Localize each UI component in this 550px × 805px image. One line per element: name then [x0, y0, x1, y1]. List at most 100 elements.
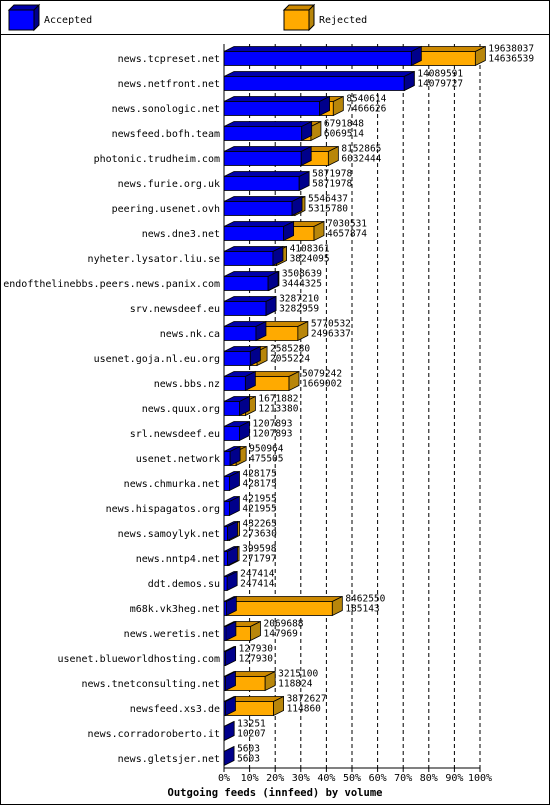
accepted-value-label: 7466626 [346, 104, 386, 115]
category-label: news.bbs.nz [154, 379, 220, 390]
x-tick-label: 70% [394, 773, 412, 784]
accepted-value-label: 271797 [242, 554, 276, 565]
bar-accepted [223, 51, 412, 66]
x-tick-label: 10% [241, 773, 259, 784]
category-label: usenet.goja.nl.eu.org [94, 354, 220, 365]
bar-accepted-side [255, 320, 267, 342]
x-tick-label: 90% [445, 773, 463, 784]
legend-rejected-swatch-side [308, 3, 315, 32]
category-label: news.tcpreset.net [118, 54, 220, 65]
category-label: newsfeed.xs3.de [130, 704, 220, 715]
legend-accepted-label: Accepted [44, 15, 92, 26]
bar-rejected-side [288, 370, 300, 392]
bar-accepted [223, 251, 274, 266]
bar-accepted-side [225, 645, 237, 667]
bar-rejected-side [313, 220, 325, 242]
legend-rejected: Rejected [282, 3, 367, 32]
bar-accepted [223, 126, 303, 141]
accepted-value-label: 3824095 [290, 254, 330, 265]
bar-accepted [223, 151, 302, 166]
total-value-label: 247414 [240, 569, 275, 580]
bar-accepted-top [223, 221, 294, 227]
bar-rejected-side [332, 95, 344, 117]
category-label: news.corradoroberto.it [88, 729, 220, 740]
category-label: news.nntp4.net [136, 554, 220, 565]
bar-rejected-side [273, 695, 284, 717]
bar-accepted-side [403, 70, 415, 92]
total-value-label: 3872627 [287, 694, 327, 705]
x-tick-label: 0% [218, 773, 230, 784]
bar-accepted [223, 551, 228, 566]
x-tick-label: 50% [343, 773, 361, 784]
bar-accepted-top [223, 196, 303, 202]
category-label: news.dne3.net [142, 229, 220, 240]
accepted-value-label: 1669002 [302, 379, 342, 390]
total-value-label: 6791848 [324, 119, 364, 130]
accepted-value-label: 10207 [237, 729, 266, 740]
value-labels: 1963803714636539140895911407972785406147… [237, 44, 534, 765]
accepted-value-label: 147969 [263, 629, 298, 640]
category-label: srl.newsdeef.eu [130, 429, 220, 440]
bar-accepted-top [223, 171, 310, 177]
bar-accepted-side [410, 45, 422, 67]
accepted-value-label: 273630 [243, 529, 278, 540]
bar-accepted [223, 451, 231, 466]
total-value-label: 4108361 [290, 244, 330, 255]
bar-accepted-top [223, 46, 422, 52]
total-value-label: 1207893 [252, 419, 292, 430]
bar-accepted-top [223, 146, 312, 152]
category-label: endofthelinebbs.peers.news.panix.com [3, 279, 220, 290]
x-tick-label: 40% [317, 773, 335, 784]
x-tick-label: 80% [420, 773, 438, 784]
accepted-value-label: 185143 [345, 604, 379, 615]
x-tick-label: 100% [468, 773, 492, 784]
bar-accepted-side [291, 195, 303, 217]
legend-accepted: Accepted [7, 3, 92, 32]
bar-accepted-side [223, 720, 235, 742]
total-value-label: 8540614 [346, 94, 386, 105]
category-label: news.netfront.net [118, 79, 220, 90]
total-value-label: 421955 [242, 494, 276, 505]
bar-rejected-top [411, 46, 486, 52]
category-label: nyheter.lysator.liu.se [88, 254, 220, 265]
bar-accepted-side [229, 495, 240, 517]
bar-accepted-side [225, 620, 237, 642]
bar-accepted [223, 501, 230, 516]
total-value-label: 13251 [237, 719, 266, 730]
total-value-label: 5770532 [311, 319, 351, 330]
bar-accepted-side [227, 545, 238, 567]
category-label: usenet.network [136, 454, 220, 465]
category-label: srv.newsdeef.eu [130, 304, 220, 315]
accepted-value-label: 127930 [239, 654, 274, 665]
total-value-label: 5603 [237, 744, 260, 755]
total-value-label: 7030531 [327, 219, 367, 230]
category-label: photonic.trudheim.com [94, 154, 220, 165]
bar-rejected-side [474, 45, 486, 67]
category-label: news.chmurka.net [124, 479, 220, 490]
bar-accepted [223, 101, 320, 116]
bar-accepted-side [229, 470, 240, 492]
total-value-label: 14089591 [417, 69, 463, 80]
bar-accepted [223, 226, 285, 241]
category-label: ddt.demos.su [148, 579, 220, 590]
category-label: news.weretis.net [124, 629, 220, 640]
bar-accepted-top [223, 96, 330, 102]
accepted-value-label: 247414 [240, 579, 275, 590]
legend-accepted-swatch-side [33, 3, 40, 32]
total-value-label: 399598 [242, 544, 277, 555]
bar-accepted-side [225, 595, 237, 617]
x-tick-labels: 0% 10% 20% 30% 40% 50% 60% 70% 80% 90% 100% [218, 773, 492, 784]
x-tick-label: 20% [266, 773, 284, 784]
legend-box [0, 0, 550, 35]
total-value-label: 5546437 [308, 194, 348, 205]
bar-accepted-side [265, 295, 277, 317]
accepted-value-label: 1207893 [252, 429, 292, 440]
accepted-value-label: 4657874 [327, 229, 367, 240]
legend-accepted-swatch [8, 9, 35, 31]
bar-accepted [223, 526, 228, 541]
bar-accepted-side [298, 170, 310, 192]
bar-accepted [223, 401, 240, 416]
x-tick-label: 60% [369, 773, 387, 784]
bar-accepted-side [229, 445, 241, 467]
